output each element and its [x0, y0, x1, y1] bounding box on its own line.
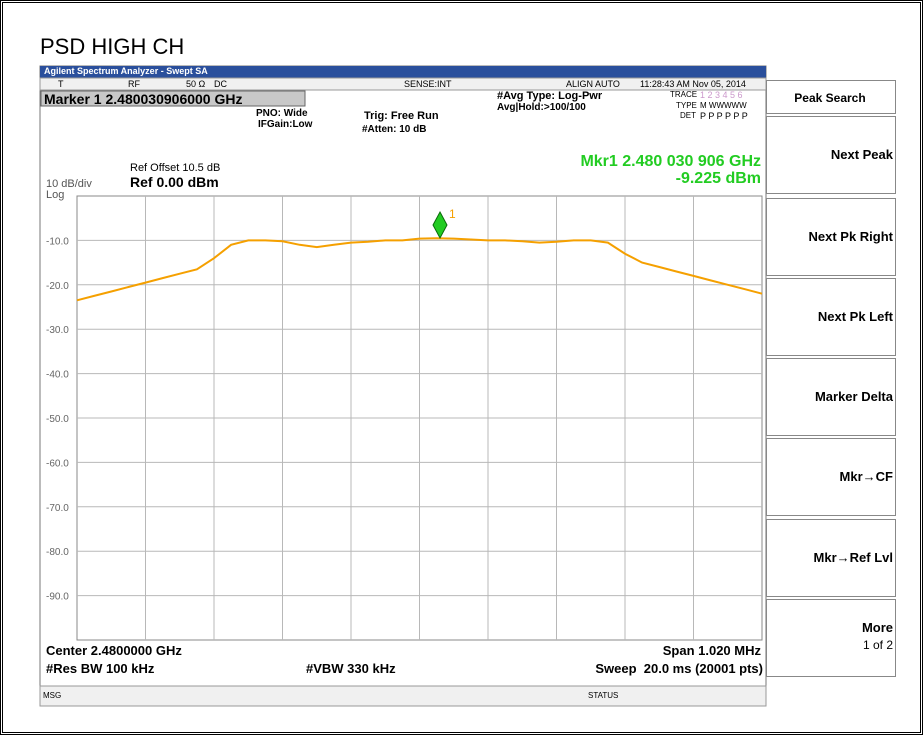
y-tick-label: -90.0 — [46, 592, 69, 603]
marker-number: 1 — [449, 207, 456, 221]
y-tick-label: -80.0 — [46, 547, 69, 558]
ref-level: Ref 0.00 dBm — [130, 174, 219, 190]
ifgain: IFGain:Low — [258, 119, 313, 130]
span: Span 1.020 MHz — [662, 643, 761, 658]
trace-nums: 1 2 3 4 5 6 — [700, 90, 743, 100]
trace — [76, 237, 763, 302]
softkey[interactable]: Next Pk Right — [766, 198, 896, 276]
status-rf: RF — [128, 79, 140, 89]
page-title: PSD HIGH CH — [40, 34, 185, 59]
avg-hold: Avg|Hold:>100/100 — [497, 102, 586, 113]
y-tick-label: -30.0 — [46, 325, 69, 336]
y-tick-label: -10.0 — [46, 236, 69, 247]
app-title-bar — [40, 66, 766, 78]
status-impedance: 50 Ω — [186, 79, 206, 89]
y-tick-label: -40.0 — [46, 370, 69, 381]
type-vals: M WWWWW — [700, 101, 747, 110]
softkey-label: Next Pk Left — [817, 309, 893, 324]
softkey-label: Next Pk Right — [808, 229, 893, 244]
sweep: Sweep 20.0 ms (20001 pts) — [595, 661, 763, 676]
marker-diamond — [432, 210, 448, 240]
marker-frequency: Mkr1 2.480 030 906 GHz — [580, 153, 761, 170]
pno: PNO: Wide — [256, 108, 308, 119]
avg-type: #Avg Type: Log-Pwr — [497, 90, 603, 102]
softkey-label: Mkr→CF — [839, 469, 893, 484]
trace-label: TRACE — [670, 90, 698, 99]
marker-amplitude: -9.225 dBm — [675, 170, 761, 187]
softkey[interactable]: Mkr→CF — [766, 438, 896, 516]
softkey[interactable]: Next Peak — [766, 116, 896, 194]
status-align: ALIGN AUTO — [566, 79, 620, 89]
app-title: Agilent Spectrum Analyzer - Swept SA — [44, 66, 208, 76]
ref-offset: Ref Offset 10.5 dB — [130, 162, 221, 174]
y-tick-label: -20.0 — [46, 281, 69, 292]
vbw: #VBW 330 kHz — [306, 661, 396, 676]
status-bar — [39, 685, 767, 707]
rbw: #Res BW 100 kHz — [46, 661, 155, 676]
center-freq: Center 2.4800000 GHz — [46, 643, 182, 658]
marker-setting: Marker 1 2.480030906000 GHz — [44, 91, 243, 107]
marker-box — [40, 90, 306, 107]
softkey-label: More — [861, 620, 893, 635]
softkey-sub: 1 of 2 — [862, 638, 893, 652]
softkey-label: Marker Delta — [814, 389, 893, 404]
status-coupling: DC — [214, 79, 227, 89]
det-vals: P P P P P P — [700, 111, 748, 121]
softkey[interactable]: Marker Delta — [766, 358, 896, 436]
status-label: STATUS — [588, 691, 619, 700]
type-label: TYPE — [676, 101, 697, 110]
softkey-label: Mkr→Ref Lvl — [813, 550, 893, 565]
status-trig: T — [58, 79, 64, 89]
atten: #Atten: 10 dB — [362, 124, 427, 135]
softkey[interactable]: Next Pk Left — [766, 278, 896, 356]
y-tick-label: -70.0 — [46, 503, 69, 514]
softkey[interactable]: Mkr→Ref Lvl — [766, 519, 896, 597]
status-datetime: 11:28:43 AM Nov 05, 2014 — [640, 79, 746, 89]
softkey[interactable]: More 1 of 2 — [766, 599, 896, 677]
trig-setting: Trig: Free Run — [364, 110, 439, 122]
y-tick-label: -50.0 — [46, 414, 69, 425]
status-sense: SENSE:INT — [404, 79, 452, 89]
scale: 10 dB/div — [46, 178, 92, 190]
y-tick-label: -60.0 — [46, 458, 69, 469]
scale-type: Log — [46, 189, 65, 201]
det-label: DET — [680, 111, 696, 120]
softkey-title: Peak Search — [766, 80, 896, 114]
softkey-label: Next Peak — [830, 147, 893, 162]
msg-label: MSG — [43, 691, 62, 700]
